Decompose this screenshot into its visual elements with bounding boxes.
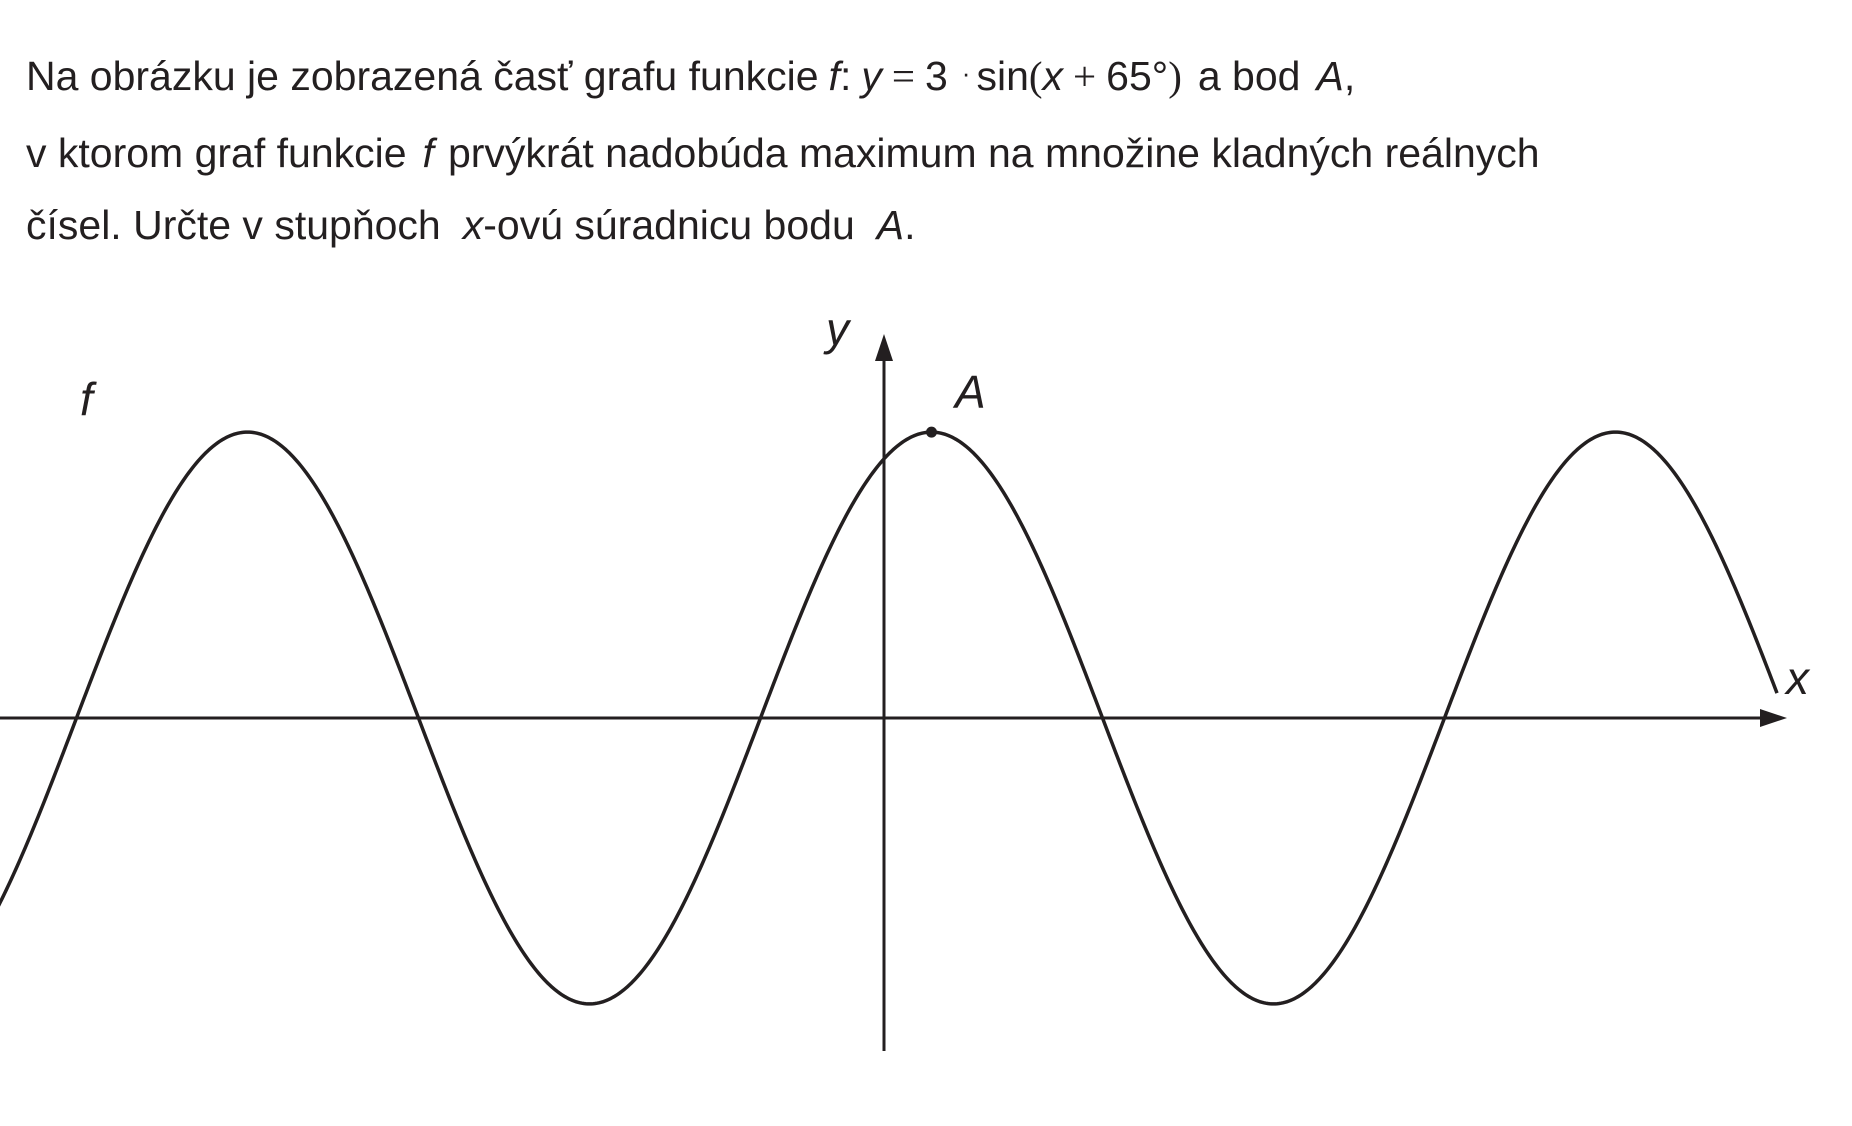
amplitude-value: 3 <box>924 53 948 99</box>
period: . <box>904 202 916 248</box>
colon: : <box>839 53 852 99</box>
text: prvýkrát nadobúda maximum na množine kla… <box>447 130 1540 176</box>
x-axis-arrowhead <box>1760 709 1787 727</box>
curve-label-f: f <box>80 373 97 425</box>
phase-value: 65° <box>1106 53 1169 99</box>
comma: , <box>1343 53 1356 99</box>
sine-curve-f <box>0 430 1779 1006</box>
point-a-marker <box>926 426 937 438</box>
symbol-a: A <box>876 202 905 248</box>
plus-sign: + <box>1073 53 1097 99</box>
symbol-x: x <box>462 202 484 248</box>
sin-function: sin <box>976 53 1029 99</box>
problem-line-2: v ktorom graf funkcie f prvýkrát nadobúda … <box>26 117 1826 189</box>
symbol-y: y <box>861 53 882 99</box>
symbol-f: f <box>828 53 840 99</box>
text: Na obrázku je zobrazená časť grafu funkc… <box>26 53 819 99</box>
left-paren: ( <box>1028 53 1043 99</box>
text: v ktorom graf funkcie <box>26 130 407 176</box>
problem-line-1: Na obrázku je zobrazená časť grafu funkc… <box>26 40 1826 117</box>
x-axis-label: x <box>1784 652 1811 704</box>
right-paren: ) <box>1168 53 1182 99</box>
y-axis-arrowhead <box>875 334 893 361</box>
problem-line-3: čísel. Určte v stupňoch x-ovú súradnicu b… <box>26 189 1826 261</box>
multiply-dot: · <box>961 58 971 88</box>
point-a-label: A <box>952 366 986 418</box>
problem-text: Na obrázku je zobrazená časť grafu funkc… <box>26 40 1826 261</box>
text: čísel. Určte v stupňoch <box>26 202 441 248</box>
symbol-x: x <box>1042 53 1064 99</box>
text: a bod <box>1197 53 1301 99</box>
text: -ovú súradnicu bodu <box>483 202 855 248</box>
y-axis-label: y <box>823 303 852 355</box>
symbol-a: A <box>1316 53 1344 99</box>
symbol-f: f <box>422 130 434 176</box>
equals-sign: = <box>891 53 915 99</box>
